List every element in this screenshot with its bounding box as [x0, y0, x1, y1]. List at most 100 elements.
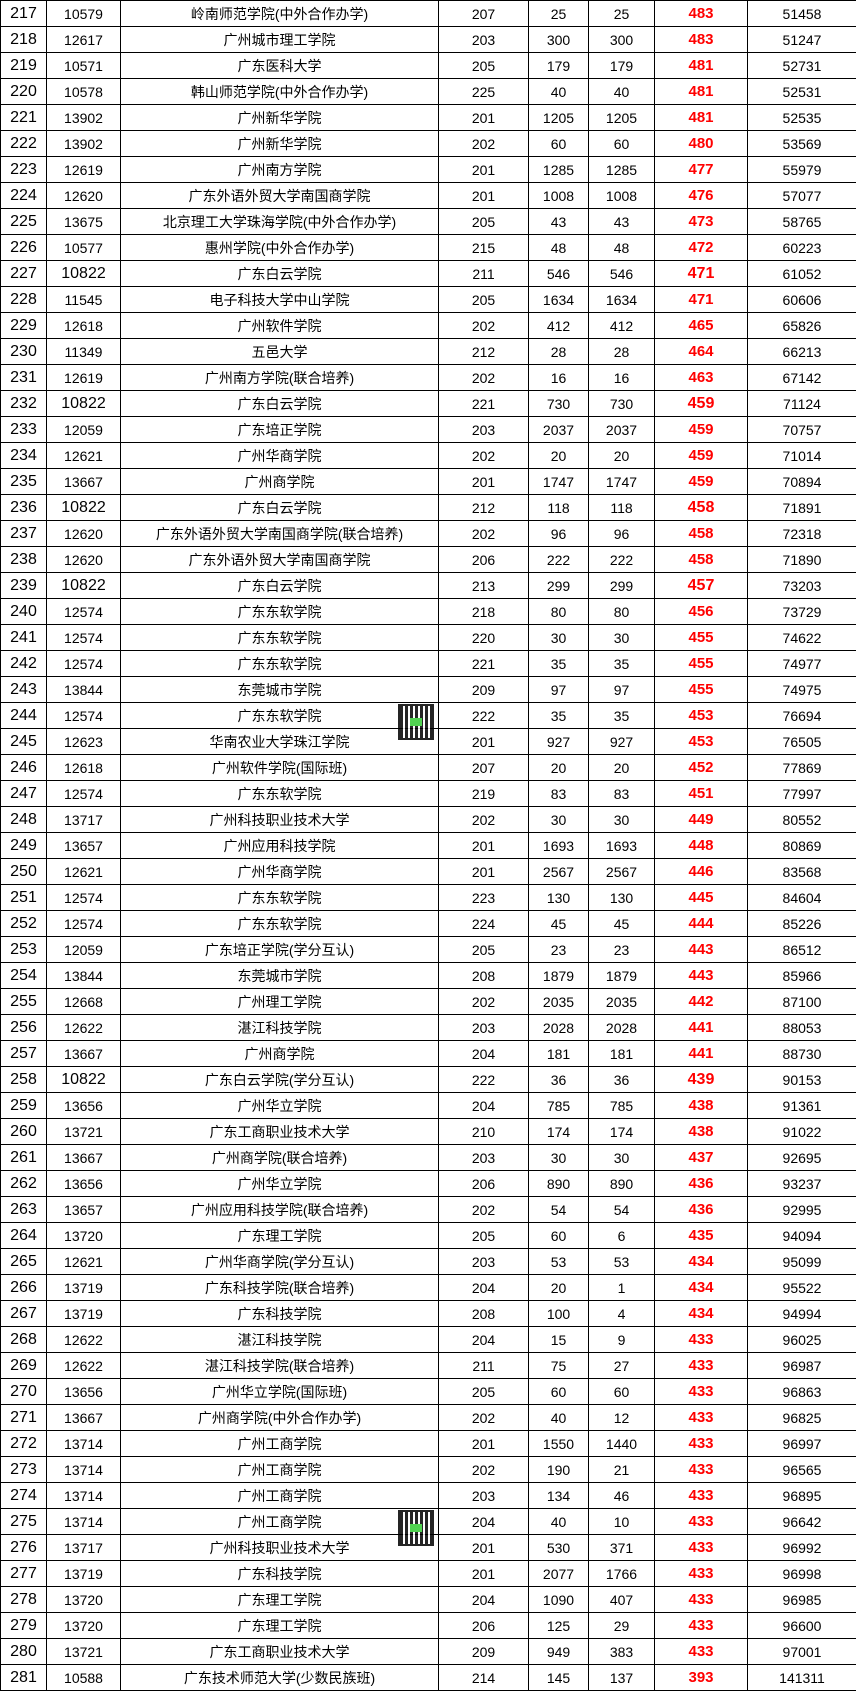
position-text: 65826 — [782, 317, 822, 334]
plan-text: 43 — [550, 213, 567, 230]
table-row: 237 12620 广东外语外贸大学南国商学院(联合培养) 202 96 96 458 723… — [0, 520, 856, 547]
position-cell: 66213 — [747, 338, 856, 365]
plan-text: 30 — [550, 1149, 567, 1166]
group-cell: 220 — [438, 624, 529, 651]
school-cell: 湛江科技学院 — [120, 1326, 439, 1353]
admitted-text: 927 — [609, 733, 634, 750]
admitted-cell: 927 — [588, 728, 655, 755]
table-row: 261 13667 广州商学院(联合培养) 203 30 30 437 92695 — [0, 1144, 856, 1171]
admitted-cell: 137 — [588, 1664, 655, 1691]
code-text: 13657 — [64, 837, 103, 854]
table-row: 280 13721 广东工商职业技术大学 209 949 383 433 97001 — [0, 1638, 856, 1665]
code-text: 13721 — [64, 1123, 103, 1140]
group-cell: 204 — [438, 1326, 529, 1353]
position-cell: 84604 — [747, 884, 856, 911]
plan-text: 1285 — [542, 161, 575, 178]
plan-text: 96 — [550, 525, 567, 542]
rank-cell: 267 — [0, 1300, 47, 1327]
school-text: 广州理工学院 — [237, 993, 322, 1010]
rank-cell: 245 — [0, 728, 47, 755]
score-text: 477 — [688, 161, 714, 178]
admitted-cell: 40 — [588, 78, 655, 105]
score-cell: 476 — [654, 182, 748, 209]
code-cell: 12574 — [46, 624, 121, 651]
plan-text: 190 — [546, 1461, 571, 1478]
position-text: 57077 — [782, 187, 822, 204]
code-text: 13720 — [64, 1227, 103, 1244]
score-text: 448 — [688, 837, 714, 854]
admitted-text: 1693 — [605, 837, 638, 854]
admitted-cell: 222 — [588, 546, 655, 573]
rank-cell: 233 — [0, 416, 47, 443]
admitted-cell: 36 — [588, 1066, 655, 1093]
school-text: 广州华商学院(学分互认) — [204, 1253, 355, 1270]
group-text: 210 — [471, 1123, 496, 1140]
rank-text: 227 — [10, 264, 37, 282]
group-text: 205 — [471, 1383, 496, 1400]
rank-text: 278 — [10, 1590, 37, 1608]
group-cell: 203 — [438, 1014, 529, 1041]
group-text: 208 — [471, 967, 496, 984]
code-text: 12574 — [64, 707, 103, 724]
rank-cell: 263 — [0, 1196, 47, 1223]
group-text: 205 — [471, 213, 496, 230]
rank-text: 218 — [10, 30, 37, 48]
position-cell: 96565 — [747, 1456, 856, 1483]
score-text: 464 — [688, 343, 714, 360]
code-text: 10822 — [61, 394, 106, 412]
score-text: 458 — [687, 498, 715, 516]
admitted-text: 137 — [609, 1669, 634, 1686]
score-cell: 458 — [654, 520, 748, 547]
plan-text: 300 — [546, 31, 571, 48]
plan-cell: 75 — [528, 1352, 589, 1379]
position-cell: 96895 — [747, 1482, 856, 1509]
school-cell: 广东东软学院 — [120, 702, 439, 740]
score-text: 437 — [688, 1149, 714, 1166]
admitted-text: 1 — [617, 1279, 626, 1296]
group-text: 211 — [472, 265, 495, 282]
school-cell: 广州工商学院 — [120, 1430, 439, 1457]
code-text: 13657 — [64, 1201, 103, 1218]
school-cell: 广州软件学院(国际班) — [120, 754, 439, 781]
rank-cell: 237 — [0, 520, 47, 547]
school-cell: 广东东软学院 — [120, 624, 439, 651]
plan-cell: 43 — [528, 208, 589, 235]
admitted-text: 2567 — [605, 863, 638, 880]
group-text: 202 — [471, 525, 496, 542]
admitted-text: 179 — [609, 57, 634, 74]
plan-cell: 190 — [528, 1456, 589, 1483]
group-text: 223 — [471, 889, 496, 906]
score-cell: 471 — [654, 260, 748, 287]
group-cell: 202 — [438, 130, 529, 157]
rank-cell: 268 — [0, 1326, 47, 1353]
group-text: 201 — [471, 187, 496, 204]
score-text: 438 — [688, 1123, 714, 1140]
rank-text: 248 — [10, 810, 37, 828]
school-text: 广东科技学院 — [237, 1305, 322, 1322]
plan-cell: 28 — [528, 338, 589, 365]
plan-cell: 25 — [528, 0, 589, 27]
code-cell: 10822 — [46, 390, 121, 417]
plan-text: 1090 — [542, 1591, 575, 1608]
code-text: 13667 — [64, 1149, 103, 1166]
plan-text: 54 — [550, 1201, 567, 1218]
position-text: 70894 — [782, 473, 822, 490]
plan-cell: 1747 — [528, 468, 589, 495]
admitted-text: 2035 — [605, 993, 638, 1010]
code-cell: 12622 — [46, 1352, 121, 1379]
admitted-cell: 83 — [588, 780, 655, 807]
position-text: 61052 — [782, 265, 822, 282]
code-cell: 13720 — [46, 1586, 121, 1613]
rank-cell: 238 — [0, 546, 47, 573]
table-row: 252 12574 广东东软学院 224 45 45 444 85226 — [0, 910, 856, 937]
rank-cell: 277 — [0, 1560, 47, 1587]
rank-text: 274 — [10, 1486, 37, 1504]
code-text: 12668 — [64, 993, 103, 1010]
group-cell: 225 — [438, 78, 529, 105]
table-row: 250 12621 广州华商学院 201 2567 2567 446 83568 — [0, 858, 856, 885]
plan-text: 60 — [550, 135, 567, 152]
position-cell: 94994 — [747, 1300, 856, 1327]
rank-cell: 231 — [0, 364, 47, 391]
position-cell: 96025 — [747, 1326, 856, 1353]
score-cell: 480 — [654, 130, 748, 157]
